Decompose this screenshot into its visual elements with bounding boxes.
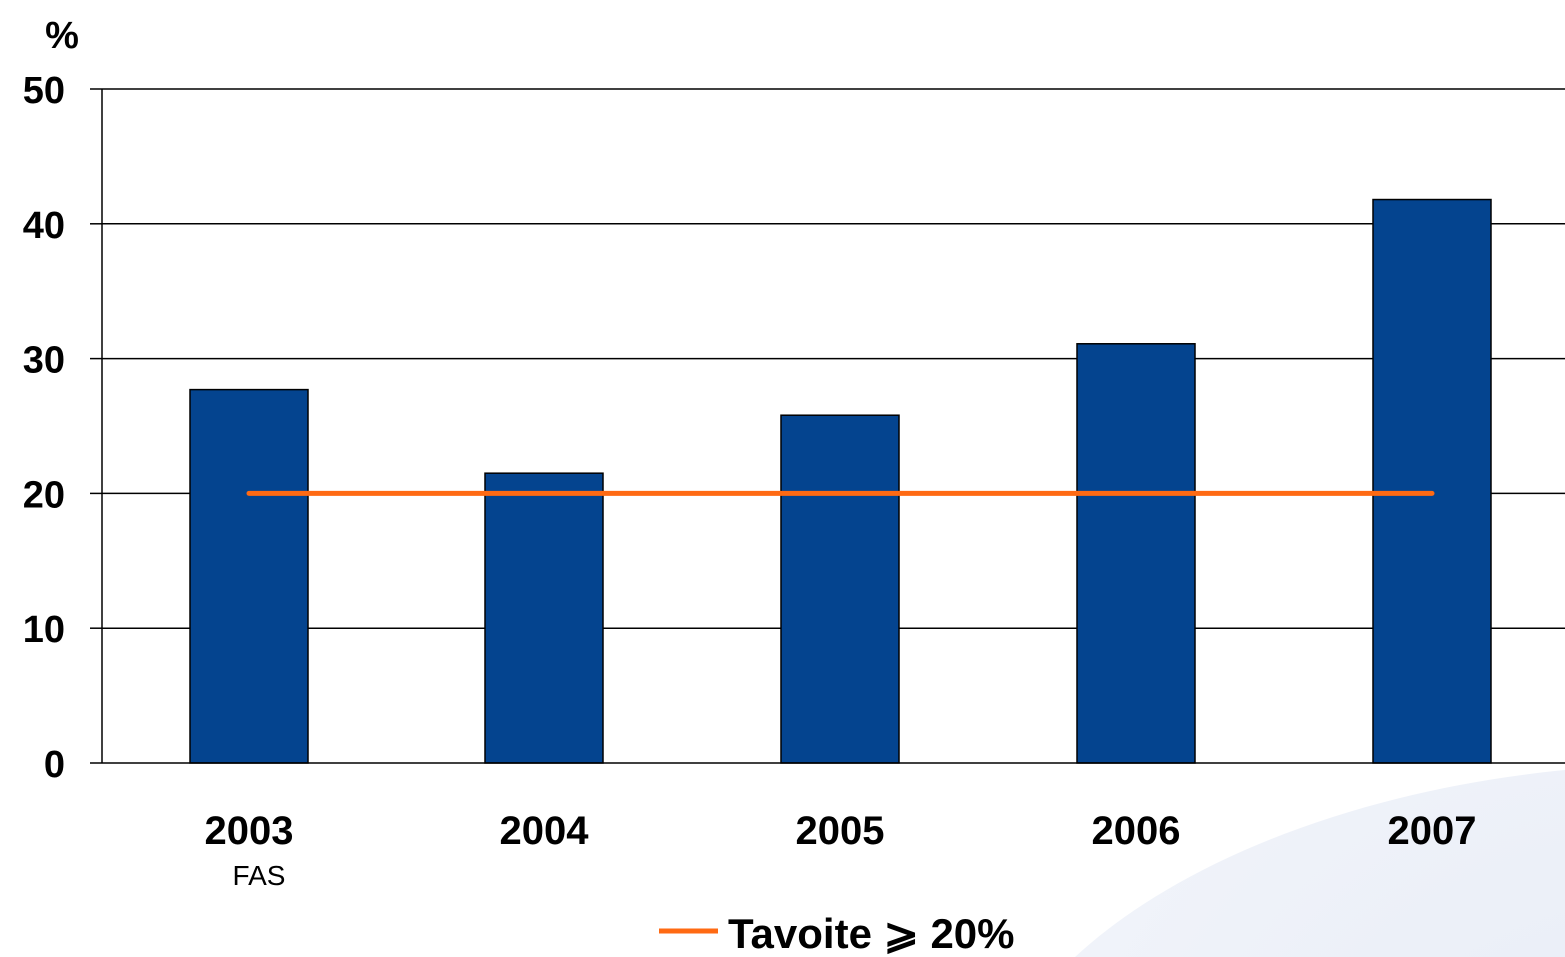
- bar-2004: [484, 472, 604, 764]
- x-label-2003: 2003: [205, 809, 294, 853]
- legend: Tavoite ⩾ 20%: [659, 910, 1015, 957]
- x-label-2005: 2005: [796, 809, 885, 853]
- bar-2006: [1076, 343, 1196, 764]
- bar-2007: [1372, 198, 1492, 764]
- bars: [189, 198, 1492, 764]
- axes: [101, 89, 1565, 764]
- background-swoosh: [1075, 770, 1565, 957]
- legend-label-target: Tavoite ⩾ 20%: [728, 910, 1015, 957]
- bar-2005: [780, 414, 900, 764]
- y-tick-label-40: 40: [23, 205, 65, 247]
- y-unit-label: %: [45, 15, 79, 57]
- y-tick-label-10: 10: [23, 609, 65, 651]
- y-tick-label-0: 0: [44, 744, 65, 786]
- x-sublabel-2003: FAS: [233, 860, 286, 891]
- x-label-2006: 2006: [1092, 809, 1181, 853]
- y-tick-label-50: 50: [23, 70, 65, 112]
- bar-2003: [189, 388, 309, 764]
- y-tick-labels: 0 10 20 30 40 50: [23, 70, 65, 786]
- y-tick-label-20: 20: [23, 474, 65, 516]
- y-tick-label-30: 30: [23, 340, 65, 382]
- x-label-2004: 2004: [500, 809, 590, 853]
- x-label-2007: 2007: [1388, 809, 1477, 853]
- x-category-labels: 2003 FAS 2004 2005 2006 2007: [205, 809, 1477, 891]
